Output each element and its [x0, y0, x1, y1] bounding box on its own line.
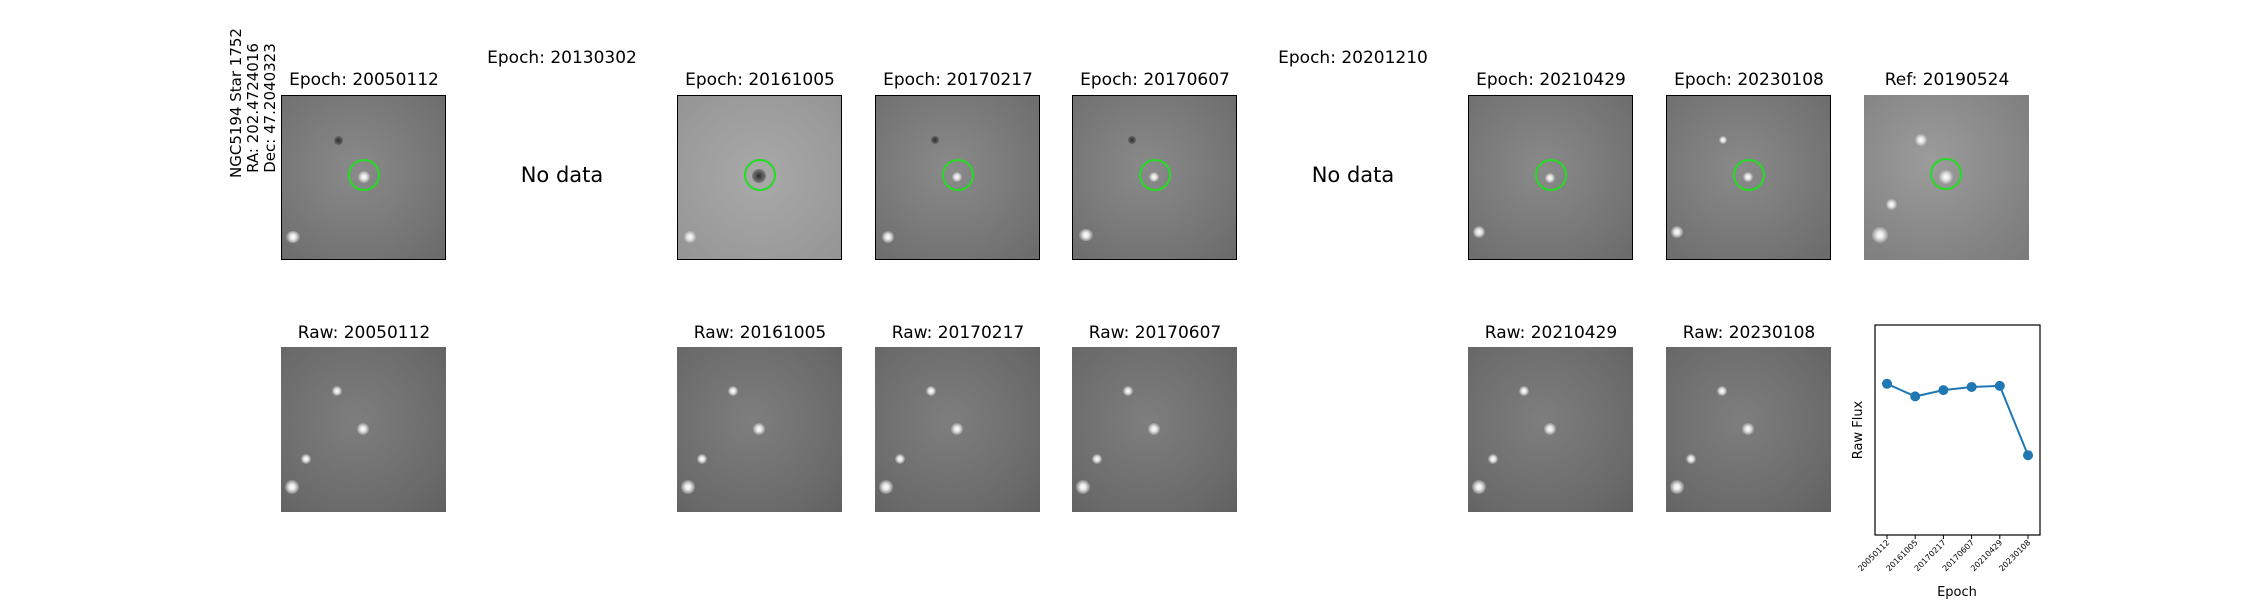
field-star [1488, 454, 1498, 464]
field-star [285, 480, 299, 494]
raw-image-1 [281, 347, 446, 512]
field-star [1671, 226, 1683, 238]
raw-image-6 [1666, 347, 1831, 512]
field-star [728, 386, 738, 396]
field-star [1079, 229, 1093, 241]
data-point [1966, 381, 1977, 392]
raw-image-2 [677, 347, 842, 512]
dark-residual [334, 136, 343, 145]
raw-title-6: Raw: 20230108 [1682, 323, 1816, 343]
epoch-title-7: Epoch: 20210429 [1476, 70, 1626, 90]
field-star [926, 386, 936, 396]
target-circle [744, 159, 776, 191]
difference-image-7 [1468, 95, 1633, 260]
field-star [1670, 480, 1684, 494]
target-circle [1733, 159, 1765, 191]
dark-residual [931, 136, 939, 144]
raw-image-3 [875, 347, 1040, 512]
raw-title-2: Raw: 20161005 [693, 323, 827, 343]
raw-title-3: Raw: 20170217 [891, 323, 1025, 343]
target-circle [348, 159, 380, 191]
field-star [697, 454, 707, 464]
target-star [951, 423, 963, 435]
field-star [1472, 480, 1486, 494]
x-ticks: 2005011220161005201702172017060720210429… [1856, 535, 2032, 573]
field-star [1123, 386, 1133, 396]
difference-image-5 [1072, 95, 1237, 260]
epoch-title-5: Epoch: 20170607 [1080, 70, 1230, 90]
field-star [1473, 226, 1485, 238]
field-star [1872, 227, 1888, 243]
no-data-text-1: No data [520, 163, 604, 187]
series-line [1886, 382, 2029, 456]
field-star [1719, 136, 1727, 144]
field-star [681, 480, 695, 494]
field-star [301, 454, 311, 464]
series-group [1882, 378, 2033, 461]
raw-image-5 [1468, 347, 1633, 512]
epoch-title-8: Epoch: 20230108 [1674, 70, 1824, 90]
field-star [1686, 454, 1696, 464]
raw-title-1: Raw: 20050112 [297, 323, 431, 343]
field-star [895, 454, 905, 464]
epoch-title-3: Epoch: 20161005 [685, 70, 835, 90]
data-point [1882, 378, 1892, 389]
raw-title-4: Raw: 20170607 [1088, 323, 1222, 343]
target-circle [942, 159, 974, 191]
data-point [1994, 380, 2005, 391]
target-star [1544, 423, 1556, 435]
field-star [879, 480, 893, 494]
target-circle [1535, 159, 1567, 191]
target-star [1148, 423, 1160, 435]
epoch-title-6: Epoch: 20201210 [1278, 48, 1428, 68]
data-point [1938, 385, 1949, 396]
difference-image-1 [281, 95, 446, 260]
field-star [1886, 199, 1897, 210]
difference-image-4 [875, 95, 1040, 260]
field-star [1092, 454, 1102, 464]
field-star [1519, 386, 1529, 396]
difference-image-3 [677, 95, 842, 260]
reference-image [1864, 95, 2029, 260]
target-circle [1930, 158, 1962, 190]
field-star [1076, 480, 1090, 494]
dark-residual [1128, 136, 1136, 144]
target-star [1742, 423, 1754, 435]
data-point [2023, 450, 2033, 461]
no-data-text-2: No data [1311, 163, 1395, 187]
field-star [286, 231, 300, 243]
raw-title-5: Raw: 20210429 [1484, 323, 1618, 343]
raw-image-4 [1072, 347, 1237, 512]
target-star [753, 423, 765, 435]
star-name: NGC5194 Star 1752 [227, 28, 245, 178]
field-star [332, 386, 342, 396]
field-star [684, 231, 696, 243]
epoch-title-4: Epoch: 20170217 [883, 70, 1033, 90]
star-info-label: NGC5194 Star 1752 RA: 202.4724016 Dec: 4… [227, 28, 279, 178]
plot-frame [1874, 324, 2041, 536]
field-star [1717, 386, 1727, 396]
difference-image-8 [1666, 95, 1831, 260]
epoch-title-1: Epoch: 20050112 [289, 70, 439, 90]
field-star [882, 231, 894, 243]
target-star [357, 423, 369, 435]
reference-title: Ref: 20190524 [1884, 70, 2010, 90]
y-axis-label: Raw Flux [1851, 400, 1866, 459]
target-circle [1139, 159, 1171, 191]
star-dec: Dec: 47.2040323 [261, 43, 279, 173]
data-point [1910, 391, 1921, 402]
x-axis-label: Epoch [1937, 585, 1977, 600]
epoch-title-2: Epoch: 20130302 [487, 48, 637, 68]
raw-flux-chart: 2005011220161005201702172017060720210429… [1851, 324, 2041, 600]
star-ra: RA: 202.4724016 [244, 43, 262, 173]
field-star [1915, 134, 1927, 146]
